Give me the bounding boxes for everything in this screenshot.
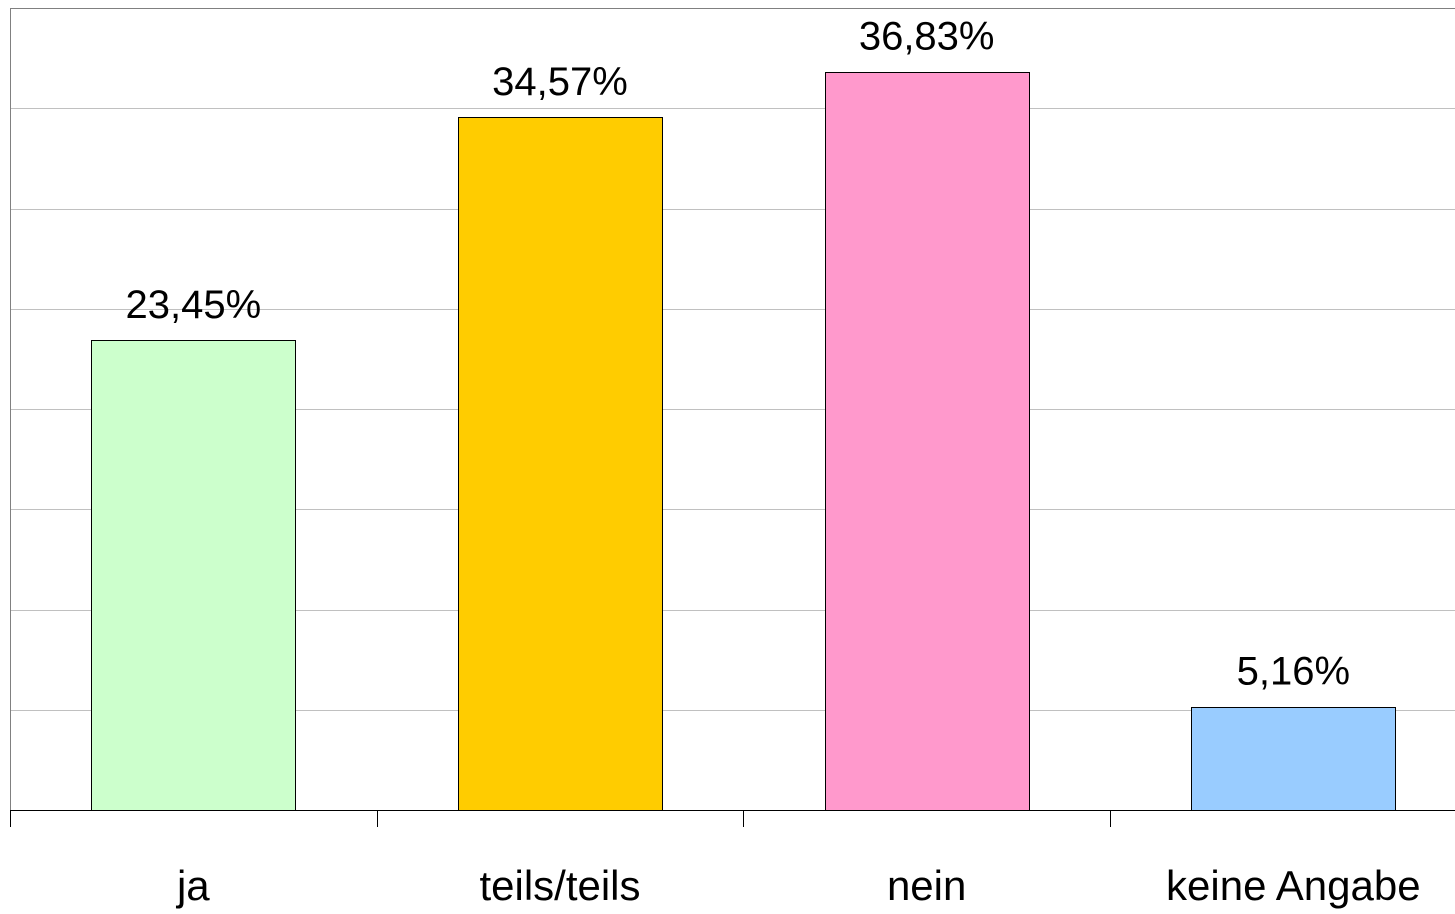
- bars: [91, 72, 1396, 811]
- bar-nein: [825, 72, 1030, 811]
- x-tick-label: nein: [887, 862, 966, 909]
- data-label: 5,16%: [1237, 650, 1350, 694]
- bar-teils-teils: [458, 117, 663, 811]
- data-label: 23,45%: [125, 283, 261, 327]
- bar-ja: [91, 340, 296, 811]
- x-tick-label: ja: [175, 862, 210, 909]
- x-tick-label: keine Angabe: [1166, 862, 1421, 909]
- x-axis: ja teils/teils nein keine Angabe: [10, 810, 1455, 909]
- data-label: 36,83%: [859, 15, 995, 59]
- value-labels: 23,45% 34,57% 36,83% 5,16%: [125, 15, 1350, 694]
- x-tick-label: teils/teils: [479, 862, 640, 909]
- data-label: 34,57%: [492, 60, 628, 104]
- bar-keine-angabe: [1191, 707, 1396, 811]
